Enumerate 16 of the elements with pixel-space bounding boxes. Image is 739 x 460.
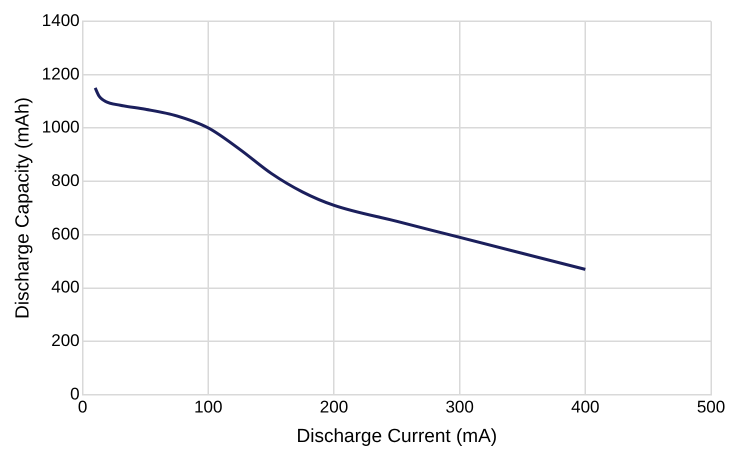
line-series — [94, 86, 587, 271]
x-tick-label: 100 — [194, 398, 222, 417]
y-tick-label: 200 — [51, 331, 80, 350]
y-axis-title: Discharge Capacity (mAh) — [12, 97, 34, 319]
y-tick-label: 800 — [51, 171, 80, 190]
x-tick-label: 300 — [445, 398, 474, 417]
y-tick-label: 400 — [51, 278, 80, 297]
x-axis-title: Discharge Current (mA) — [296, 426, 498, 447]
x-tick-label: 200 — [320, 398, 348, 417]
y-tick-label: 1200 — [42, 64, 80, 84]
y-tick-label: 600 — [51, 224, 80, 244]
x-tick-label: 400 — [571, 398, 600, 417]
x-tick-label: 500 — [696, 398, 726, 417]
y-tick-label: 0 — [70, 384, 80, 404]
y-tick-label: 1000 — [42, 118, 80, 137]
y-tick-label: 1400 — [42, 10, 80, 30]
